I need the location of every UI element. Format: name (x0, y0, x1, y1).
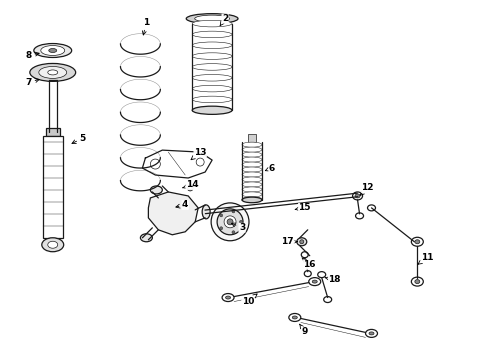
Ellipse shape (242, 142, 262, 147)
Ellipse shape (240, 220, 243, 223)
Ellipse shape (242, 192, 262, 197)
Ellipse shape (242, 147, 262, 152)
Ellipse shape (192, 106, 232, 114)
Ellipse shape (211, 203, 249, 241)
Ellipse shape (220, 214, 222, 217)
Ellipse shape (196, 158, 204, 166)
Ellipse shape (192, 96, 232, 103)
Ellipse shape (192, 85, 232, 92)
Ellipse shape (232, 210, 235, 213)
Ellipse shape (192, 107, 232, 113)
Ellipse shape (195, 15, 229, 22)
Ellipse shape (192, 75, 232, 81)
Ellipse shape (242, 197, 262, 202)
Text: 5: 5 (72, 134, 86, 144)
Ellipse shape (168, 208, 176, 216)
Ellipse shape (242, 187, 262, 192)
Ellipse shape (242, 177, 262, 182)
Ellipse shape (415, 240, 420, 244)
Text: 6: 6 (265, 163, 275, 172)
Ellipse shape (369, 332, 374, 335)
Text: 17: 17 (282, 237, 297, 246)
Ellipse shape (227, 219, 233, 225)
Ellipse shape (312, 280, 317, 283)
Text: 14: 14 (183, 180, 198, 189)
Text: 3: 3 (231, 223, 245, 232)
Text: 8: 8 (25, 51, 39, 60)
Ellipse shape (232, 231, 235, 234)
Ellipse shape (242, 182, 262, 187)
Ellipse shape (304, 271, 311, 276)
Ellipse shape (150, 159, 160, 169)
Ellipse shape (141, 234, 152, 242)
Ellipse shape (222, 293, 234, 302)
Ellipse shape (192, 20, 232, 27)
Ellipse shape (192, 42, 232, 49)
Bar (248, 134, 256, 142)
Text: 18: 18 (325, 275, 341, 284)
Ellipse shape (324, 297, 332, 302)
Ellipse shape (355, 194, 360, 198)
Ellipse shape (289, 314, 301, 321)
Ellipse shape (189, 187, 192, 189)
Ellipse shape (242, 197, 262, 203)
Text: 13: 13 (191, 148, 206, 160)
Ellipse shape (412, 237, 423, 246)
Text: 11: 11 (418, 253, 434, 264)
Ellipse shape (30, 63, 75, 81)
Ellipse shape (297, 238, 307, 246)
Text: 1: 1 (143, 18, 149, 35)
Ellipse shape (224, 216, 236, 228)
Ellipse shape (412, 277, 423, 286)
Ellipse shape (366, 329, 377, 337)
Ellipse shape (318, 272, 326, 278)
Ellipse shape (202, 205, 210, 219)
Bar (43, 136, 63, 238)
Ellipse shape (293, 316, 297, 319)
Ellipse shape (163, 203, 181, 221)
Ellipse shape (368, 205, 375, 211)
Ellipse shape (192, 64, 232, 70)
Ellipse shape (225, 296, 231, 299)
Ellipse shape (356, 213, 364, 219)
Ellipse shape (415, 280, 420, 284)
Text: 10: 10 (242, 294, 257, 306)
Ellipse shape (192, 31, 232, 38)
Text: 9: 9 (300, 324, 308, 336)
Ellipse shape (242, 152, 262, 157)
Polygon shape (148, 192, 198, 235)
Ellipse shape (242, 162, 262, 167)
Text: 16: 16 (302, 258, 316, 269)
Ellipse shape (220, 227, 222, 230)
Ellipse shape (309, 278, 321, 285)
Ellipse shape (150, 186, 162, 194)
Ellipse shape (242, 172, 262, 177)
Ellipse shape (301, 252, 308, 258)
Ellipse shape (187, 185, 193, 191)
Ellipse shape (300, 240, 304, 244)
Ellipse shape (34, 44, 72, 58)
Text: 7: 7 (25, 78, 39, 87)
Text: 15: 15 (295, 203, 311, 212)
Ellipse shape (41, 45, 65, 55)
Ellipse shape (48, 241, 58, 248)
Bar (46, 128, 60, 136)
Text: 2: 2 (220, 14, 228, 26)
Ellipse shape (42, 238, 64, 252)
Ellipse shape (39, 67, 67, 78)
Ellipse shape (242, 157, 262, 162)
Ellipse shape (242, 167, 262, 172)
Ellipse shape (192, 53, 232, 59)
Ellipse shape (48, 70, 58, 75)
Ellipse shape (217, 209, 243, 235)
Text: 12: 12 (360, 184, 374, 195)
Text: 4: 4 (176, 201, 189, 210)
Ellipse shape (353, 192, 363, 200)
Ellipse shape (49, 49, 57, 53)
Ellipse shape (186, 14, 238, 24)
